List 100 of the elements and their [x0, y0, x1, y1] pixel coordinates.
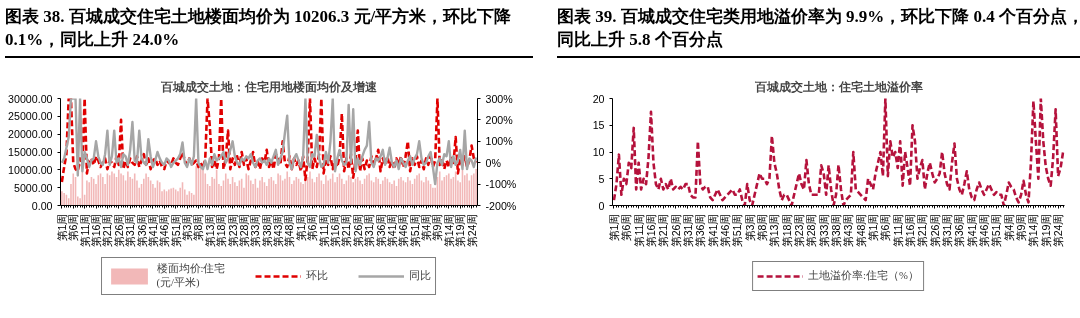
x-tick-label: 第24周: [465, 213, 478, 248]
x-tick-label: 第51周: [169, 213, 182, 248]
x-tick-label: 第33周: [817, 213, 830, 248]
x-tick-label: 第38周: [830, 213, 843, 248]
x-tick-label: 第41周: [385, 213, 398, 248]
x-tick-label: 第18周: [780, 213, 793, 248]
y-tick-label: 5: [598, 172, 605, 185]
y2-tick-label: 100%: [485, 135, 514, 148]
x-tick-label: 第21周: [916, 213, 929, 248]
x-tick-label: 第16周: [329, 213, 342, 248]
legend-label: 楼面均价:住宅 (元/平米): [156, 262, 226, 290]
legend-label: 环比: [306, 269, 329, 283]
x-tick-label: 第23周: [793, 213, 806, 248]
y2-tick-label: 0%: [485, 156, 502, 169]
x-tick-label: 第1周: [867, 213, 880, 242]
x-tick-label: 第46周: [978, 213, 991, 248]
x-tick-label: 第38周: [260, 213, 273, 248]
x-tick-label: 第3周: [181, 213, 194, 242]
x-tick-label: 第36周: [694, 213, 707, 248]
y2-tick-label: -100%: [485, 178, 517, 191]
x-tick-label: 第26周: [351, 213, 364, 248]
y-tick-label: 20: [592, 92, 605, 105]
x-tick-label: 第46周: [158, 213, 171, 248]
y-tick-label: 25000.00: [8, 110, 53, 123]
x-tick-label: 第31周: [682, 213, 694, 248]
x-tick-label: 第8周: [756, 213, 769, 242]
y2-tick-label: 300%: [485, 92, 514, 105]
x-tick-label: 第26周: [112, 213, 125, 248]
x-tick-label: 第9周: [431, 213, 444, 242]
x-tick-label: 第16周: [644, 213, 657, 248]
x-tick-label: 第48周: [854, 213, 867, 248]
x-tick-label: 第28周: [805, 213, 818, 248]
x-tick-label: 第16周: [904, 213, 917, 248]
x-tick-label: 第19周: [454, 213, 467, 248]
x-tick-label: 第41周: [146, 213, 159, 248]
chart-title: 图表 39. 百城成交住宅类用地溢价率为 9.9%，环比下降 0.4 个百分点，同比上升 5.8 个百分点: [557, 5, 1080, 58]
x-tick-label: 第4周: [1002, 213, 1015, 242]
x-tick-label: 第18周: [215, 213, 228, 248]
x-tick-label: 第13周: [203, 213, 216, 248]
x-tick-label: 第23周: [226, 213, 239, 248]
y2-tick-label: 200%: [485, 113, 514, 126]
x-tick-label: 第1周: [55, 213, 68, 242]
y-tick-label: 0: [598, 199, 605, 212]
x-tick-label: 第51周: [990, 213, 1003, 248]
y-tick-label: 15: [592, 119, 605, 132]
x-tick-label: 第26周: [669, 213, 682, 248]
x-tick-label: 第11周: [78, 213, 91, 247]
x-tick-label: 第36周: [953, 213, 966, 248]
legend-label: 同比: [409, 269, 432, 283]
y-tick-label: 10000.00: [8, 163, 53, 176]
x-tick-label: 第19周: [1039, 213, 1052, 248]
x-tick-label: 第43周: [272, 213, 285, 248]
x-tick-label: 第31周: [941, 213, 954, 248]
x-tick-label: 第3周: [743, 213, 756, 242]
y-tick-label: 15000.00: [8, 146, 53, 158]
x-tick-label: 第41周: [965, 213, 978, 248]
x-tick-label: 第21周: [657, 213, 670, 248]
x-tick-label: 第11周: [632, 213, 645, 247]
x-tick-label: 第26周: [928, 213, 941, 248]
x-tick-label: 第21周: [340, 213, 353, 248]
x-tick-label: 第4周: [420, 213, 433, 242]
x-tick-label: 第36周: [374, 213, 387, 248]
x-tick-label: 第28周: [237, 213, 250, 248]
x-tick-label: 第21周: [101, 213, 114, 248]
x-tick-label: 第6周: [306, 213, 319, 242]
x-tick-label: 第8周: [192, 213, 205, 242]
x-tick-label: 第51周: [408, 213, 421, 248]
x-tick-label: 第6周: [620, 213, 633, 242]
x-tick-label: 第31周: [124, 213, 137, 248]
y-tick-label: 0.00: [31, 199, 53, 212]
x-tick-label: 第46周: [719, 213, 732, 248]
x-tick-label: 第16周: [90, 213, 103, 248]
x-tick-label: 第14周: [442, 213, 455, 248]
chart-title: 图表 38. 百城成交住宅土地楼面均价为 10206.3 元/平方米，环比下降 0.1%，同比上升 24.0%: [5, 5, 533, 58]
y-tick-label: 30000.00: [8, 92, 53, 105]
x-tick-label: 第14周: [1027, 213, 1040, 248]
x-tick-label: 第6周: [67, 213, 80, 242]
x-tick-label: 第31周: [363, 213, 376, 248]
legend-label: 土地溢价率:住宅（%）: [808, 269, 919, 283]
x-tick-label: 第13周: [768, 213, 781, 248]
x-tick-label: 第36周: [135, 213, 148, 248]
x-tick-label: 第43周: [842, 213, 855, 248]
chart-subtitle: 百城成交土地：住宅土地溢价率: [753, 79, 923, 94]
x-tick-label: 第46周: [397, 213, 410, 248]
x-tick-label: 第24周: [1052, 213, 1065, 248]
x-tick-label: 第33周: [249, 213, 262, 248]
x-tick-label: 第1周: [294, 213, 307, 242]
y-tick-label: 20000.00: [8, 128, 53, 141]
x-tick-label: 第48周: [283, 213, 296, 248]
y-tick-label: 10: [592, 146, 605, 158]
y-tick-label: 5000.00: [13, 181, 53, 194]
x-tick-label: 第41周: [706, 213, 719, 248]
x-tick-label: 第9周: [1015, 213, 1028, 242]
x-tick-label: 第51周: [731, 213, 744, 248]
x-tick-label: 第11周: [317, 213, 330, 247]
x-tick-label: 第1周: [607, 213, 620, 242]
x-tick-label: 第6周: [879, 213, 892, 242]
x-tick-label: 第11周: [891, 213, 904, 247]
line-series: [612, 98, 1065, 206]
chart-subtitle: 百城成交土地：住宅用地楼面均价及增速: [160, 79, 378, 94]
